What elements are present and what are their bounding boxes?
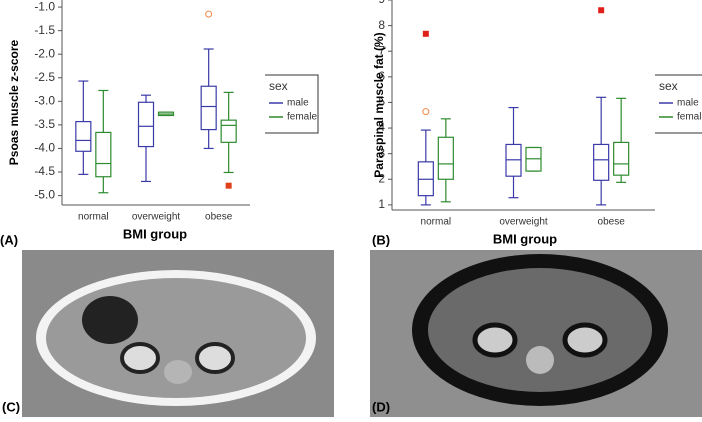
box — [95, 131, 112, 178]
y-axis-label: Paraspinal muscle fat (%) — [372, 32, 386, 177]
legend-title: sex — [659, 79, 678, 93]
legend-frame — [265, 74, 319, 134]
box — [593, 143, 610, 181]
x-tick-label: overweight — [499, 217, 548, 228]
y-tick-label: 3 — [378, 146, 385, 160]
x-tick-label: overweight — [132, 212, 181, 223]
box — [200, 85, 217, 131]
y-tick-label: -3.0 — [34, 93, 55, 107]
box — [75, 120, 92, 152]
y-tick-label: -5.0 — [34, 188, 55, 202]
y-tick-label: 6 — [378, 69, 385, 83]
y-tick-label: 7 — [378, 43, 385, 57]
x-tick-label: normal — [78, 212, 109, 223]
y-tick-label: -2.5 — [34, 70, 55, 84]
y-tick-label: 1 — [378, 197, 385, 211]
y-tick-label: 5 — [378, 95, 385, 109]
legend-label: female — [677, 112, 702, 123]
y-tick-label: -1.0 — [34, 0, 55, 13]
spine — [164, 360, 192, 384]
outlier — [422, 30, 429, 37]
liver — [82, 296, 138, 344]
kidney — [562, 322, 608, 358]
legend-label: male — [287, 98, 309, 109]
mri-d — [370, 250, 702, 417]
kidney — [120, 342, 160, 374]
panel-label: (B) — [372, 232, 390, 247]
y-tick-label: -4.5 — [34, 164, 55, 178]
y-tick-label: -3.5 — [34, 117, 55, 131]
legend-label: female — [287, 112, 317, 123]
panel-label: (C) — [2, 399, 20, 414]
y-tick-label: 2 — [378, 171, 385, 185]
mri-c — [22, 250, 334, 417]
y-tick-label: 4 — [378, 120, 385, 134]
panel-label: (A) — [0, 232, 18, 247]
y-tick-label: -2.0 — [34, 46, 55, 60]
legend-title: sex — [269, 79, 288, 93]
body-interior — [428, 268, 652, 392]
box — [220, 119, 237, 143]
y-tick-label: 9 — [378, 0, 385, 6]
box — [137, 101, 155, 148]
x-tick-label: obese — [205, 212, 233, 223]
box — [437, 136, 454, 180]
kidney — [195, 342, 235, 374]
y-axis-label: Psoas muscle z-score — [7, 39, 21, 165]
x-axis-label: BMI group — [493, 231, 557, 246]
legend-label: male — [677, 98, 699, 109]
y-tick-label: 8 — [378, 18, 385, 32]
x-tick-label: normal — [421, 217, 452, 228]
box — [613, 141, 630, 176]
y-tick-label: -1.5 — [34, 23, 55, 37]
outlier — [225, 182, 232, 189]
kidney — [472, 322, 518, 358]
spine — [526, 346, 554, 374]
legend-frame — [655, 74, 702, 134]
x-axis-label: BMI group — [123, 226, 187, 241]
outlier — [422, 108, 430, 116]
y-tick-label: -4.0 — [34, 141, 55, 155]
panel-label: (D) — [372, 399, 390, 414]
outlier — [598, 7, 605, 14]
outlier — [205, 10, 213, 18]
x-tick-label: obese — [598, 217, 626, 228]
